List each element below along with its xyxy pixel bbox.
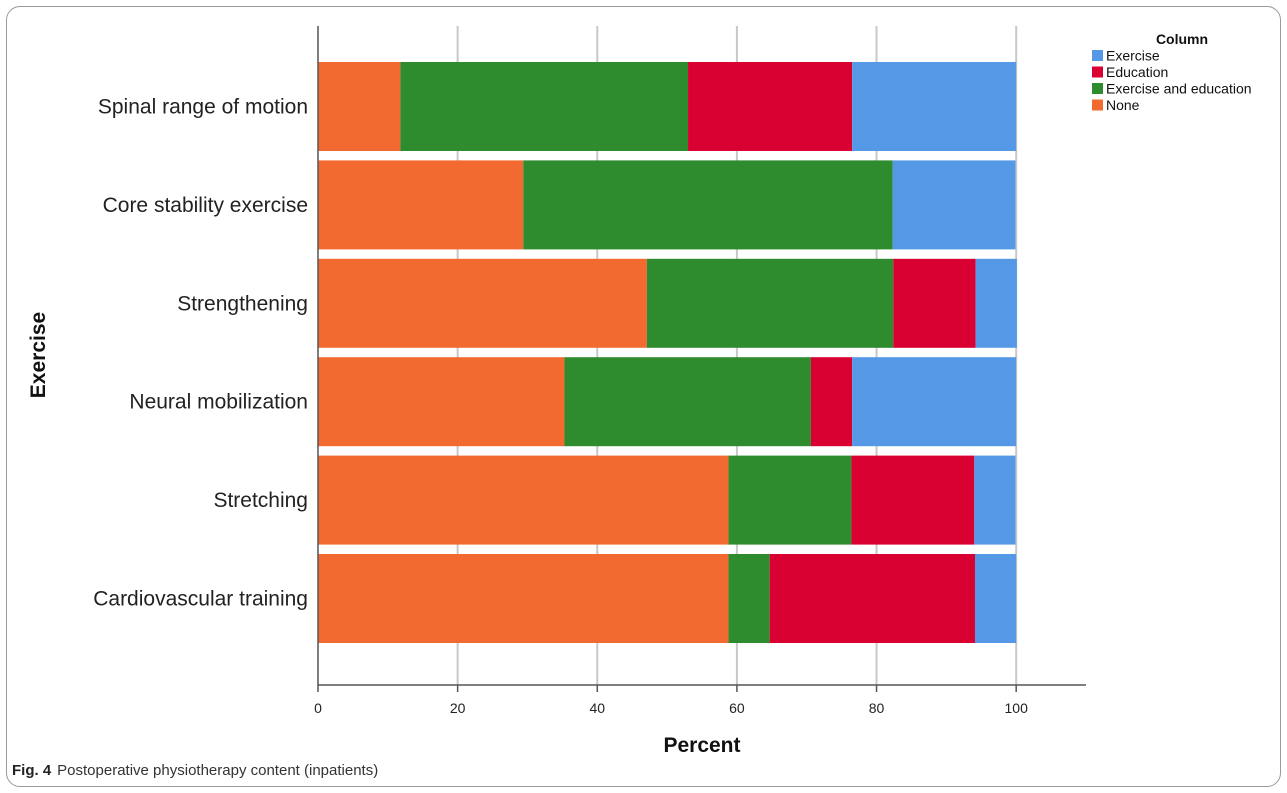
bar-spinal-range-of-motion-exercise [852, 62, 1017, 151]
bar-cardiovascular-training-exercise [974, 554, 1017, 643]
bars-layer [318, 62, 1017, 643]
x-tick-label-80: 80 [869, 700, 885, 716]
bar-stretching-education [851, 455, 975, 545]
figure-label: Fig. 4 [12, 762, 52, 779]
figure-frame [6, 6, 1281, 787]
x-tick-labels: 0 20 40 60 80 100 [314, 700, 1028, 716]
bar-strengthening-education [893, 258, 976, 348]
bar-core-stability-exercise-none [318, 160, 524, 250]
legend-swatch-none [1092, 99, 1103, 111]
bar-stretching-exercise [974, 455, 1016, 545]
x-tick-label-20: 20 [450, 700, 466, 716]
bar-strengthening-exercise-and-education [646, 258, 894, 348]
category-label-strengthening: Strengthening [177, 292, 308, 315]
bar-core-stability-exercise-exercise [892, 160, 1016, 250]
category-label-stretching: Stretching [213, 489, 308, 512]
x-tick-label-0: 0 [314, 700, 322, 716]
bar-neural-mobilization-none [318, 357, 565, 447]
bar-cardiovascular-training-education [769, 554, 975, 643]
category-label-spinal-range-of-motion: Spinal range of motion [98, 96, 308, 119]
bar-cardiovascular-training-exercise-and-education [728, 554, 770, 643]
bar-neural-mobilization-education [810, 357, 853, 447]
legend-label-exercise-and-education: Exercise and education [1106, 81, 1252, 97]
figure-caption-text: Postoperative physiotherapy content (inp… [57, 762, 379, 779]
category-label-cardiovascular-training: Cardiovascular training [93, 588, 308, 611]
legend-label-exercise: Exercise [1106, 48, 1160, 64]
bar-stretching-exercise-and-education [728, 455, 852, 545]
legend-swatch-exercise-and-education [1092, 83, 1103, 94]
bar-strengthening-none [318, 258, 647, 348]
legend-title: Column [1156, 31, 1208, 47]
legend-label-education: Education [1106, 64, 1168, 80]
bar-stretching-none [318, 455, 729, 545]
x-tick-label-100: 100 [1005, 700, 1029, 716]
y-axis-title: Exercise [27, 312, 50, 398]
legend-swatch-education [1092, 66, 1103, 78]
legend-swatch-exercise [1092, 50, 1103, 61]
bar-strengthening-exercise [975, 258, 1017, 348]
legend-label-none: None [1106, 97, 1140, 113]
x-tick-label-40: 40 [589, 700, 605, 716]
bar-neural-mobilization-exercise-and-education [564, 357, 811, 447]
category-label-neural-mobilization: Neural mobilization [129, 391, 308, 414]
bar-core-stability-exercise-exercise-and-education [523, 160, 893, 250]
bar-spinal-range-of-motion-none [318, 62, 401, 151]
bar-neural-mobilization-exercise [852, 357, 1017, 447]
figure-caption: Fig. 4 Postoperative physiotherapy conten… [12, 762, 378, 779]
x-tick-label-60: 60 [729, 700, 745, 716]
axes-layer [317, 26, 1086, 692]
bar-cardiovascular-training-none [318, 554, 729, 643]
x-axis-title: Percent [663, 734, 740, 757]
category-label-core-stability-exercise: Core stability exercise [103, 194, 308, 217]
category-labels: Spinal range of motion Core stability exe… [93, 96, 308, 611]
bar-spinal-range-of-motion-education [688, 62, 853, 151]
bar-spinal-range-of-motion-exercise-and-education [400, 62, 689, 151]
